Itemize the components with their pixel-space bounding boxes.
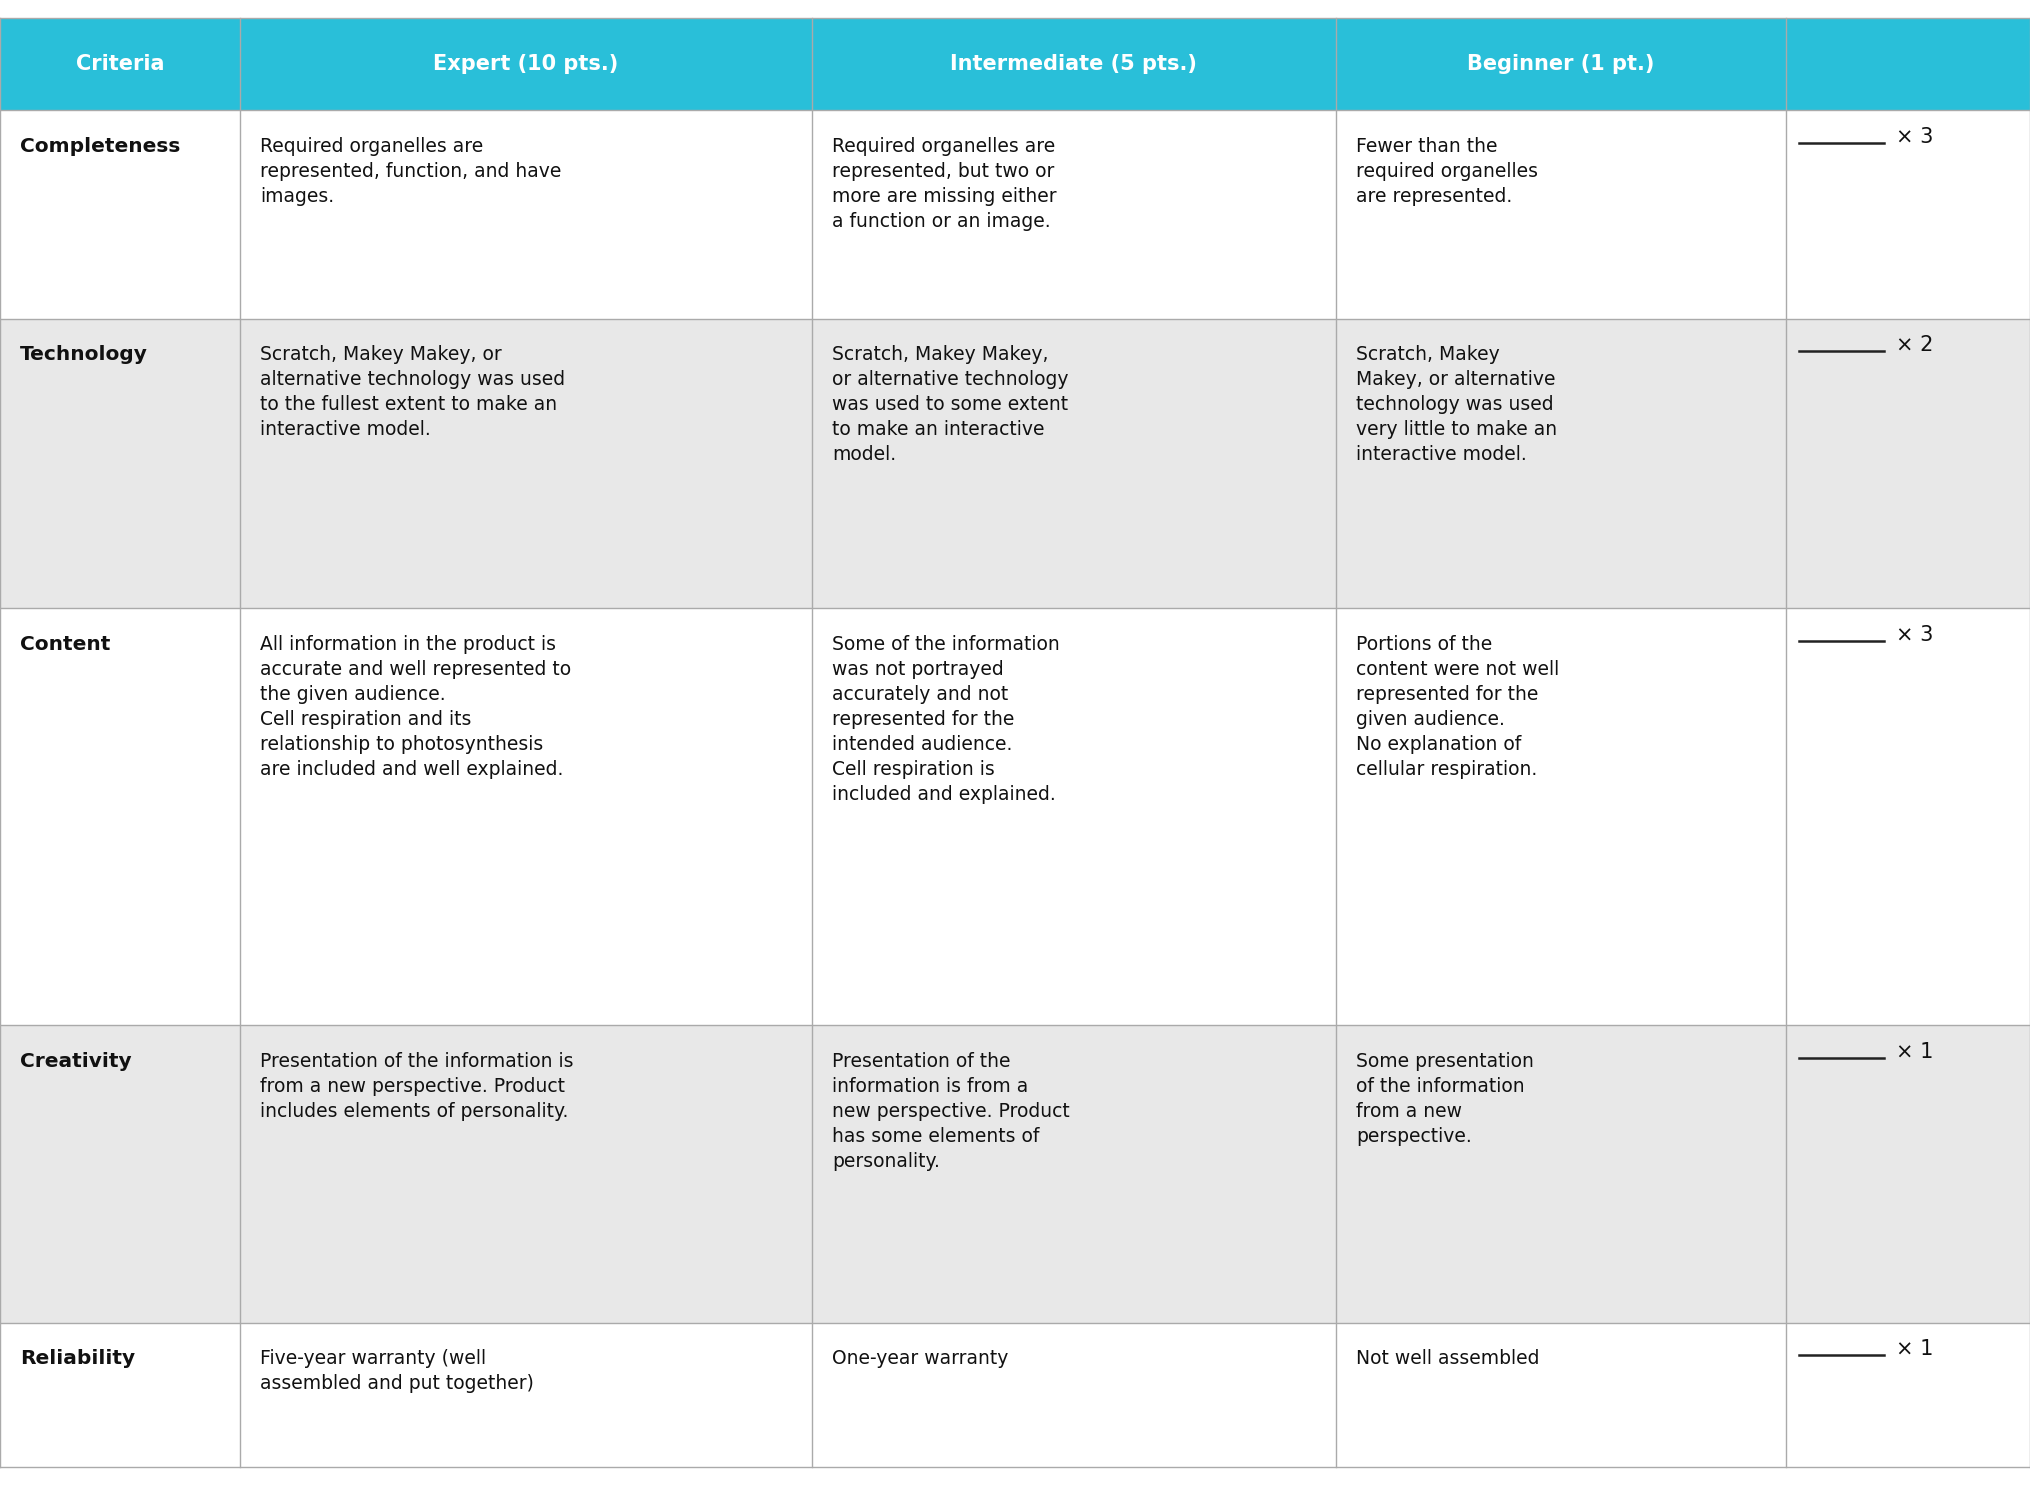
Bar [0, 319, 2030, 607]
Bar [0, 18, 240, 110]
Text: Reliability: Reliability [20, 1350, 136, 1368]
Bar [0, 1026, 2030, 1323]
Bar [0, 1323, 2030, 1467]
Text: Technology: Technology [20, 346, 148, 364]
Bar [0, 607, 2030, 1026]
Text: × 3: × 3 [1896, 126, 1933, 147]
Bar [812, 18, 1336, 110]
Text: Scratch, Makey Makey,
or alternative technology
was used to some extent
to make : Scratch, Makey Makey, or alternative tec… [832, 346, 1070, 465]
Text: × 1: × 1 [1896, 1042, 1933, 1062]
Bar [240, 18, 812, 110]
Text: Scratch, Makey
Makey, or alternative
technology was used
very little to make an
: Scratch, Makey Makey, or alternative tec… [1356, 346, 1557, 465]
Bar [1336, 18, 1786, 110]
Bar [0, 110, 2030, 319]
Text: Required organelles are
represented, but two or
more are missing either
a functi: Required organelles are represented, but… [832, 137, 1058, 230]
Text: × 1: × 1 [1896, 1339, 1933, 1359]
Text: Portions of the
content were not well
represented for the
given audience.
No exp: Portions of the content were not well re… [1356, 634, 1559, 778]
Text: All information in the product is
accurate and well represented to
the given aud: All information in the product is accura… [260, 634, 570, 778]
Text: × 2: × 2 [1896, 336, 1933, 355]
Text: Intermediate (5 pts.): Intermediate (5 pts.) [950, 53, 1198, 74]
Text: Content: Content [20, 634, 112, 653]
Text: Scratch, Makey Makey, or
alternative technology was used
to the fullest extent t: Scratch, Makey Makey, or alternative tec… [260, 346, 564, 440]
Text: Presentation of the information is
from a new perspective. Product
includes elem: Presentation of the information is from … [260, 1053, 572, 1121]
Text: Not well assembled: Not well assembled [1356, 1350, 1539, 1368]
Text: Five-year warranty (well
assembled and put together): Five-year warranty (well assembled and p… [260, 1350, 534, 1393]
Text: Presentation of the
information is from a
new perspective. Product
has some elem: Presentation of the information is from … [832, 1053, 1070, 1172]
Text: Required organelles are
represented, function, and have
images.: Required organelles are represented, fun… [260, 137, 560, 205]
Text: Some of the information
was not portrayed
accurately and not
represented for the: Some of the information was not portraye… [832, 634, 1060, 803]
Text: Beginner (1 pt.): Beginner (1 pt.) [1468, 53, 1654, 74]
Text: One-year warranty: One-year warranty [832, 1350, 1009, 1368]
Text: Creativity: Creativity [20, 1053, 132, 1071]
Text: Completeness: Completeness [20, 137, 181, 156]
Text: Some presentation
of the information
from a new
perspective.: Some presentation of the information fro… [1356, 1053, 1535, 1146]
Text: Fewer than the
required organelles
are represented.: Fewer than the required organelles are r… [1356, 137, 1539, 205]
Text: Expert (10 pts.): Expert (10 pts.) [432, 53, 619, 74]
Bar [1786, 18, 2030, 110]
Text: Criteria: Criteria [75, 53, 164, 74]
Text: × 3: × 3 [1896, 625, 1933, 644]
